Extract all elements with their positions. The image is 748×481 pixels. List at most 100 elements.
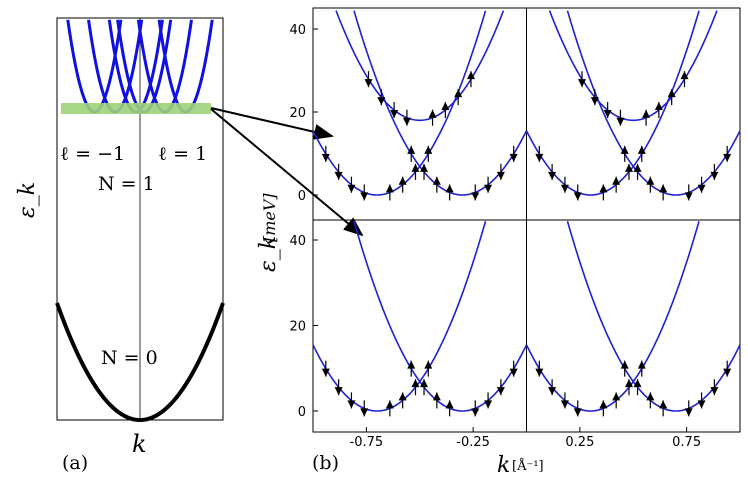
- n1-band-curve: [66, 19, 123, 114]
- spin-arrow-head: [697, 400, 706, 409]
- spin-arrow-head: [659, 400, 668, 409]
- top-left-curve-2: [335, 10, 505, 122]
- spin-arrow-head: [390, 110, 399, 119]
- spin-arrow-head: [680, 71, 689, 80]
- spin-arrow-head: [599, 184, 608, 193]
- spin-arrow-head: [360, 408, 369, 417]
- spin-arrow-head: [347, 400, 356, 409]
- panel-a-ylabel: ε_k: [15, 182, 40, 218]
- panel-b-label: (b): [312, 452, 339, 474]
- spin-arrow-head: [377, 97, 386, 106]
- spin-arrow-head: [573, 408, 582, 417]
- spin-arrow-head: [560, 400, 569, 409]
- spin-arrow-head: [548, 171, 557, 180]
- bottom-left-curve-0: [312, 221, 487, 412]
- spin-arrow-head: [385, 184, 394, 193]
- spin-arrow-head: [624, 163, 633, 172]
- spin-arrow-head: [646, 176, 655, 185]
- spin-arrow-head: [684, 408, 693, 417]
- spin-arrow-head: [646, 392, 655, 401]
- spin-arrow-head: [612, 392, 621, 401]
- spin-arrow-head: [321, 368, 330, 377]
- spin-arrow-head: [471, 408, 480, 417]
- spin-arrow-head: [398, 392, 407, 401]
- spin-arrow-head: [578, 79, 587, 88]
- spin-arrow-head: [441, 102, 450, 111]
- spin-arrow-head: [509, 368, 518, 377]
- spin-arrow-head: [616, 117, 625, 126]
- panel-b-ticks: -0.75 -0.25 0.25 0.75 0 20 40 0 20 40: [289, 23, 701, 450]
- spin-arrow-head: [612, 176, 621, 185]
- spin-arrow-head: [599, 400, 608, 409]
- spin-arrow-head: [402, 117, 411, 126]
- panel-b-ylabel-unit: [meV]: [260, 193, 279, 242]
- highlight-band: [61, 103, 211, 114]
- spin-arrow-head: [471, 192, 480, 201]
- n1-band-curve: [157, 19, 214, 114]
- spin-arrow-head: [407, 360, 416, 369]
- spin-arrow-head: [398, 176, 407, 185]
- spin-arrow-head: [620, 145, 629, 154]
- spin-arrow-head: [496, 171, 505, 180]
- spin-arrow-head: [667, 89, 676, 98]
- spin-arrow-head: [432, 392, 441, 401]
- y-tick-label: 40: [289, 234, 306, 249]
- spin-arrow-head: [407, 145, 416, 154]
- spin-arrow-head: [710, 171, 719, 180]
- panel-b-curves: [312, 10, 741, 417]
- spin-arrow-head: [445, 184, 454, 193]
- spin-arrow-head: [723, 368, 732, 377]
- spin-arrow-head: [420, 379, 429, 388]
- bottom-right-curve-1: [566, 221, 741, 412]
- spin-arrow-head: [466, 71, 475, 80]
- l-plus-label: ℓ = 1: [158, 143, 207, 165]
- spin-arrow-head: [633, 163, 642, 172]
- spin-arrow-head: [484, 184, 493, 193]
- panel-b-xlabel-unit: [Å⁻¹]: [512, 458, 544, 474]
- y-tick-label: 20: [289, 106, 306, 121]
- spin-arrow-head: [424, 360, 433, 369]
- spin-arrow-head: [723, 153, 732, 162]
- spin-arrow-head: [496, 387, 505, 396]
- spin-arrow-head: [560, 184, 569, 193]
- spin-arrow-head: [637, 360, 646, 369]
- spin-arrow-head: [697, 184, 706, 193]
- spin-arrow-head: [684, 192, 693, 201]
- bottom-left-curve-1: [353, 221, 528, 412]
- spin-arrow-head: [654, 102, 663, 111]
- panel-b-xlabel: k: [497, 453, 510, 478]
- y-tick-label: 40: [289, 23, 306, 38]
- top-right-curve-1: [566, 10, 741, 196]
- x-tick-label: -0.25: [456, 435, 490, 450]
- spin-arrow-head: [411, 379, 420, 388]
- n0-label: N = 0: [101, 347, 158, 369]
- panel-b-ylabel: ε_k [meV]: [256, 193, 281, 272]
- spin-arrow-head: [424, 145, 433, 154]
- y-tick-label: 0: [298, 405, 306, 420]
- panel-a-xlabel: k: [132, 430, 147, 458]
- spin-arrow-head: [454, 89, 463, 98]
- bottom-right-curve-0: [525, 221, 700, 412]
- spin-arrow-head: [321, 153, 330, 162]
- arrow-to-top: [210, 107, 334, 140]
- spin-arrow-head: [535, 368, 544, 377]
- connector-arrows: [210, 107, 364, 237]
- x-tick-label: 0.75: [672, 435, 701, 450]
- spin-arrow-head: [659, 184, 668, 193]
- panel-b-ylabel-symbol: ε_k: [256, 236, 281, 272]
- spin-arrow-head: [334, 171, 343, 180]
- x-tick-label: 0.25: [565, 435, 594, 450]
- spin-arrow-head: [620, 360, 629, 369]
- spin-arrow-head: [360, 192, 369, 201]
- spin-arrow-head: [432, 176, 441, 185]
- spin-arrow-head: [428, 109, 437, 118]
- spin-arrow-head: [633, 379, 642, 388]
- spin-arrow-head: [385, 400, 394, 409]
- n0-band-curve: [55, 302, 225, 423]
- l-minus-label: ℓ = −1: [60, 143, 125, 165]
- y-tick-label: 20: [289, 320, 306, 335]
- panel-b: -0.75 -0.25 0.25 0.75 0 20 40 0 20 40 ε_k [meV] k…: [256, 7, 741, 478]
- spin-arrow-head: [509, 153, 518, 162]
- spin-arrow-head: [548, 387, 557, 396]
